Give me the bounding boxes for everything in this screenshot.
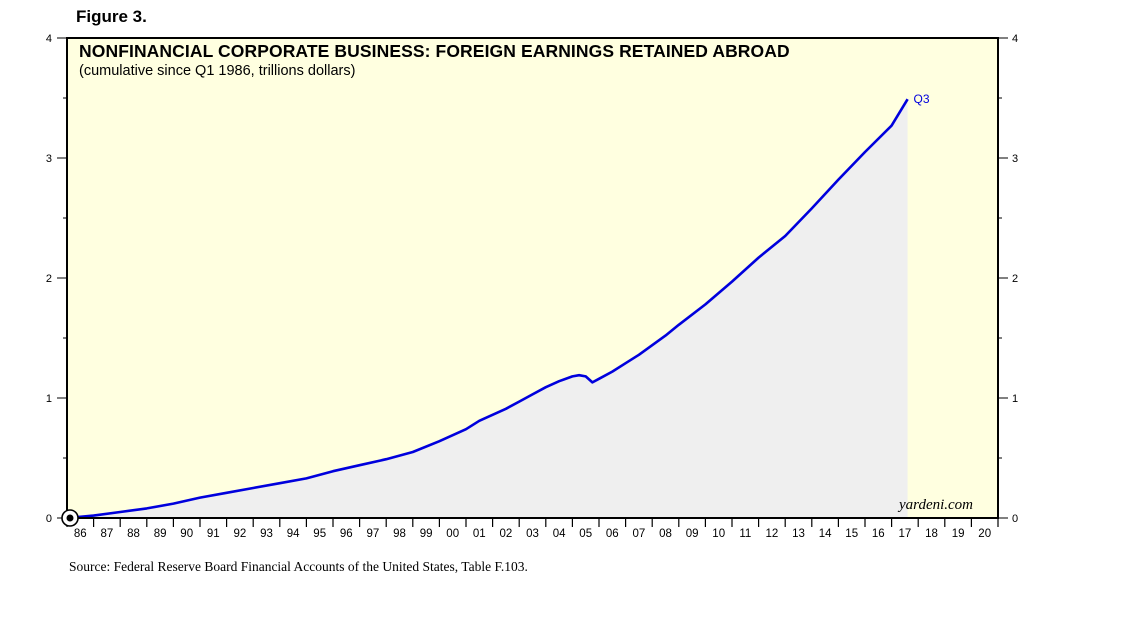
x-tick-label: 19 — [952, 528, 965, 540]
x-tick-label: 15 — [845, 528, 858, 540]
series-line — [66, 98, 909, 520]
x-tick-label: 00 — [446, 528, 459, 540]
x-tick-label: 06 — [606, 528, 619, 540]
x-tick-label: 12 — [766, 528, 779, 540]
x-tick-label: 91 — [207, 528, 220, 540]
x-tick-label: 88 — [127, 528, 140, 540]
source-note: Source: Federal Reserve Board Financial … — [69, 559, 528, 574]
x-tick-label: 05 — [579, 528, 592, 540]
x-tick-label: 04 — [553, 528, 566, 540]
origin-marker-dot — [66, 514, 74, 522]
x-tick-label: 89 — [154, 528, 167, 540]
x-tick-label: 93 — [260, 528, 273, 540]
x-tick-label: 90 — [180, 528, 193, 540]
y-tick-label-right: 2 — [1012, 273, 1018, 285]
y-tick-label-left: 2 — [46, 273, 52, 285]
x-tick-label: 18 — [925, 528, 938, 540]
x-tick-label: 01 — [473, 528, 486, 540]
chart-subtitle: (cumulative since Q1 1986, trillions dol… — [79, 63, 356, 79]
x-tick-label: 10 — [712, 528, 725, 540]
x-tick-label: 09 — [686, 528, 699, 540]
x-tick-label: 08 — [659, 528, 672, 540]
x-tick-label: 99 — [420, 528, 433, 540]
x-tick-label: 13 — [792, 528, 805, 540]
x-tick-label: 11 — [739, 528, 751, 540]
y-tick-label-left: 1 — [46, 393, 52, 405]
y-tick-label-right: 0 — [1012, 513, 1018, 525]
series-area — [67, 99, 908, 518]
y-tick-label-left: 4 — [46, 33, 52, 45]
y-tick-label-right: 4 — [1012, 33, 1018, 45]
x-tick-label: 97 — [367, 528, 380, 540]
end-label: Q3 — [914, 92, 930, 106]
x-tick-label: 95 — [313, 528, 326, 540]
x-tick-label: 14 — [819, 528, 832, 540]
x-tick-label: 20 — [978, 528, 991, 540]
chart-title: NONFINANCIAL CORPORATE BUSINESS: FOREIGN… — [79, 41, 790, 61]
y-tick-label-right: 1 — [1012, 393, 1018, 405]
brand-watermark: yardeni.com — [899, 497, 974, 513]
x-tick-label: 03 — [526, 528, 539, 540]
y-tick-label-right: 3 — [1012, 153, 1018, 165]
y-tick-label-left: 0 — [46, 513, 52, 525]
x-tick-label: 07 — [633, 528, 646, 540]
x-tick-label: 94 — [287, 528, 300, 540]
y-tick-label-left: 3 — [46, 153, 52, 165]
x-tick-label: 16 — [872, 528, 885, 540]
figure-label: Figure 3. — [76, 7, 147, 26]
x-tick-label: 87 — [101, 528, 114, 540]
x-tick-label: 96 — [340, 528, 353, 540]
x-tick-label: 98 — [393, 528, 406, 540]
x-tick-label: 17 — [899, 528, 912, 540]
x-tick-label: 92 — [234, 528, 247, 540]
x-tick-label: 02 — [500, 528, 513, 540]
x-tick-label: 86 — [74, 528, 87, 540]
